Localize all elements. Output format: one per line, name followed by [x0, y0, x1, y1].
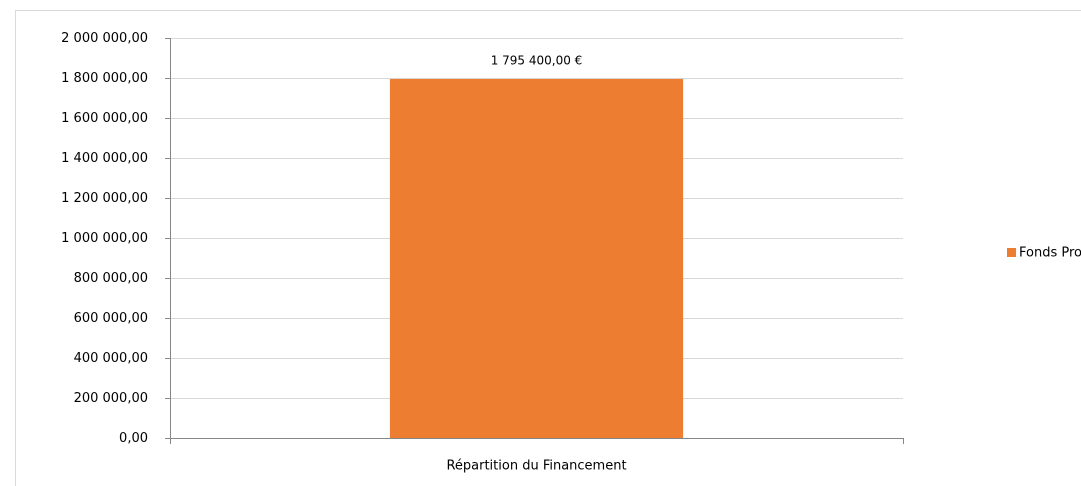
y-tick-label: 0,00: [119, 431, 148, 446]
y-tick-label: 1 800 000,00: [61, 71, 148, 86]
bar: [389, 78, 684, 439]
y-tick-label: 1 000 000,00: [61, 231, 148, 246]
y-tick-label: 2 000 000,00: [61, 31, 148, 46]
y-tick-label: 400 000,00: [74, 351, 148, 366]
y-tick-label: 1 200 000,00: [61, 191, 148, 206]
legend-swatch: [1007, 248, 1016, 257]
y-tick-label: 800 000,00: [74, 271, 148, 286]
x-tick-label: Répartition du Financement: [446, 459, 626, 474]
y-tick-label: 600 000,00: [74, 311, 148, 326]
legend-label: Fonds Propres: [1019, 246, 1081, 261]
y-tick-label: 200 000,00: [74, 391, 148, 406]
data-label: 1 795 400,00 €: [491, 53, 583, 67]
y-tick-label: 1 600 000,00: [61, 111, 148, 126]
y-tick-label: 1 400 000,00: [61, 151, 148, 166]
